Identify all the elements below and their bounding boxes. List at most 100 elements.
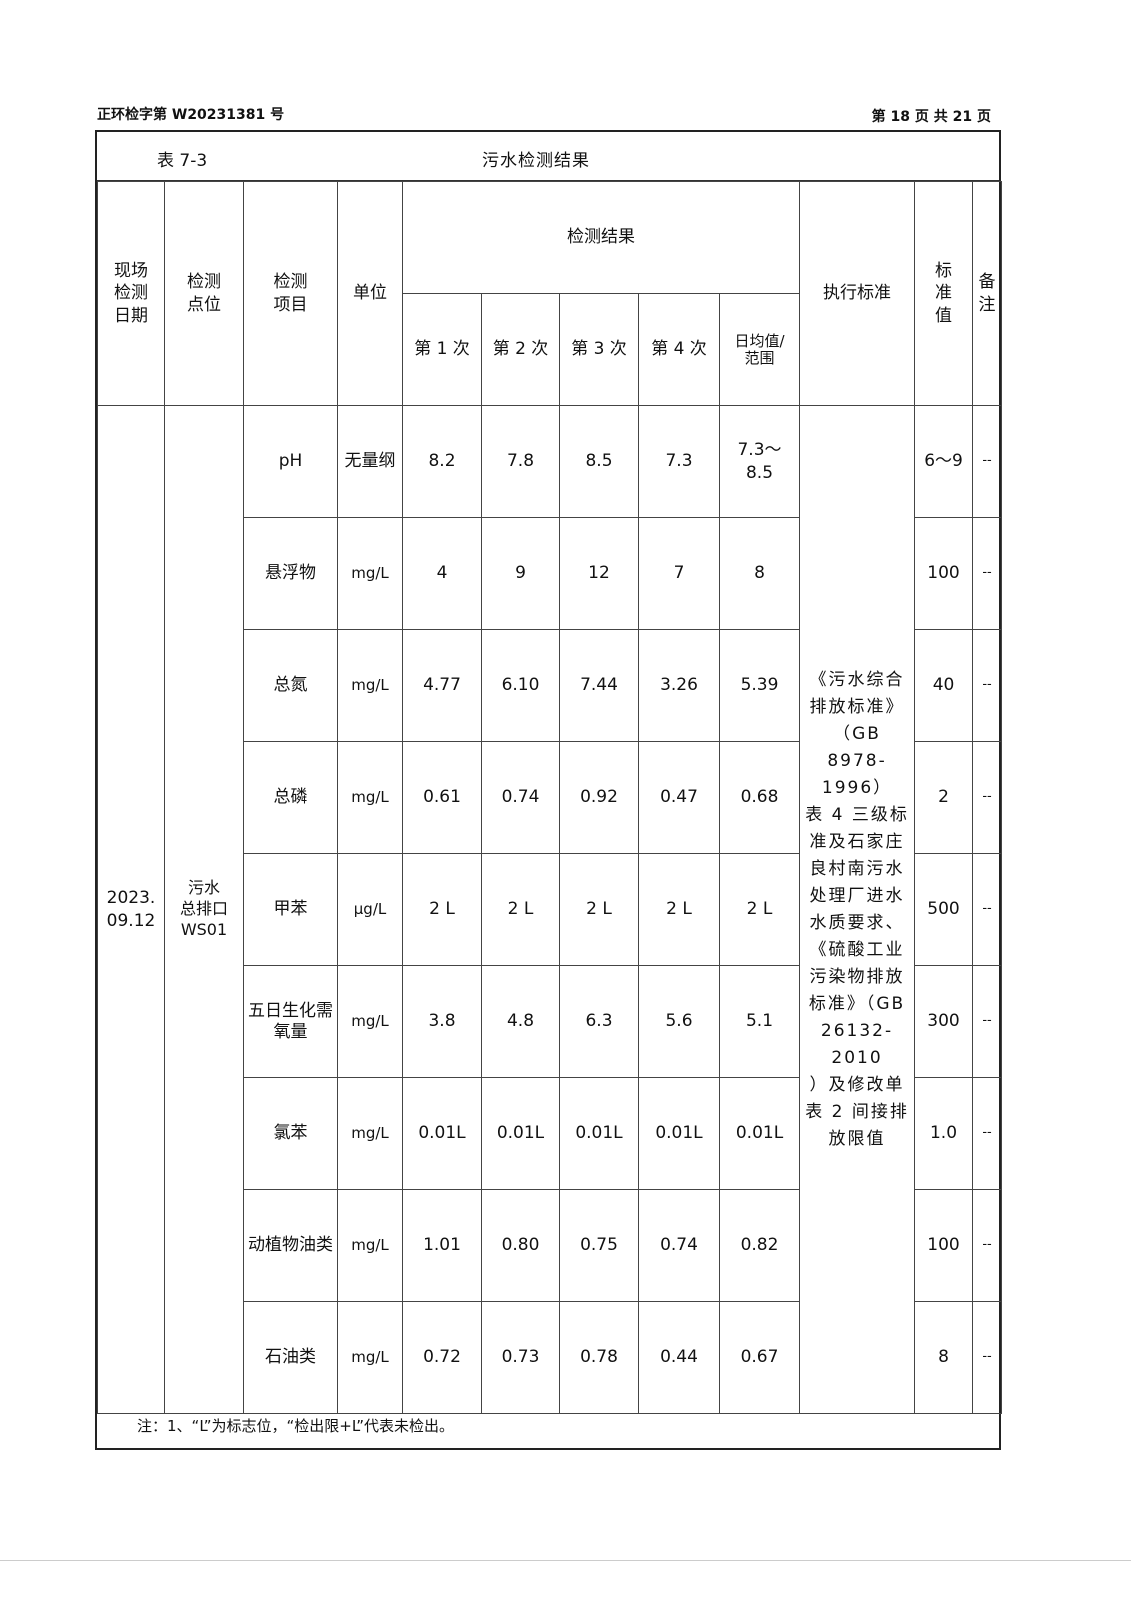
text-line: 09.12 <box>106 910 156 931</box>
cell-r2: 0.74 <box>481 741 560 854</box>
cell-remark: -- <box>972 1301 1003 1414</box>
header-unit: 单位 <box>337 181 403 406</box>
text-line: 《硫酸工业 <box>809 939 905 960</box>
cell-item: 五日生化需氧量 <box>243 965 338 1078</box>
cell-r3: 2 L <box>559 853 639 966</box>
table-row: 五日生化需氧量 mg/L 3.8 4.8 6.3 5.6 5.1 300 -- <box>98 965 1003 1078</box>
text-line: 水质要求、 <box>809 912 905 933</box>
header-run-1: 第 1 次 <box>402 293 482 406</box>
text-line: 备 <box>978 272 996 293</box>
cell-r1: 1.01 <box>402 1189 482 1302</box>
text-line: 现场 <box>114 261 148 282</box>
text-line: （GB <box>833 723 881 744</box>
cell-r4: 2 L <box>638 853 720 966</box>
cell-r4: 0.74 <box>638 1189 720 1302</box>
cell-avg: 0.67 <box>718 1301 801 1414</box>
cell-r2: 0.80 <box>481 1189 560 1302</box>
cell-r1: 0.72 <box>402 1301 482 1414</box>
header-limit: 标准值 <box>914 181 974 406</box>
cell-avg: 0.68 <box>718 741 801 854</box>
cell-item: 甲苯 <box>243 853 338 966</box>
cell-avg: 7.3～8.5 <box>718 405 801 518</box>
cell-r3: 8.5 <box>559 405 639 518</box>
text-line: 表 2 间接排 <box>805 1101 909 1122</box>
cell-limit: 500 <box>914 853 974 966</box>
cell-avg: 0.01L <box>718 1077 801 1190</box>
cell-limit: 6～9 <box>914 405 974 518</box>
cell-r4: 7.3 <box>638 405 720 518</box>
cell-avg: 0.82 <box>718 1189 801 1302</box>
text-line: 26132-2010 <box>820 1020 894 1068</box>
cell-r1: 3.8 <box>402 965 482 1078</box>
cell-r2: 9 <box>481 517 560 630</box>
text-line: WS01 <box>180 919 228 939</box>
cell-r4: 3.26 <box>638 629 720 742</box>
cell-avg: 8 <box>718 517 801 630</box>
cell-r4: 7 <box>638 517 720 630</box>
text-line: 标准》（GB <box>808 993 906 1014</box>
table-row: 总磷 mg/L 0.61 0.74 0.92 0.47 0.68 2 -- <box>98 741 1003 854</box>
cell-item: 总氮 <box>243 629 338 742</box>
cell-r3: 0.92 <box>559 741 639 854</box>
header-run-4: 第 4 次 <box>638 293 720 406</box>
text-line: 排放标准》 <box>809 696 905 717</box>
table-title: 污水检测结果 <box>482 151 590 171</box>
table-row: 氯苯 mg/L 0.01L 0.01L 0.01L 0.01L 0.01L 1.0 -- <box>98 1077 1003 1190</box>
cell-r2: 2 L <box>481 853 560 966</box>
cell-unit: mg/L <box>337 1189 403 1302</box>
cell-r3: 12 <box>559 517 639 630</box>
cell-unit: μg/L <box>337 853 403 966</box>
report-number: 正环检字第 W20231381 号 <box>97 107 285 123</box>
text-line: 污水 <box>187 878 220 898</box>
header-results: 检测结果 <box>401 181 801 294</box>
header-run-3: 第 3 次 <box>559 293 639 406</box>
cell-remark: -- <box>972 629 1003 742</box>
text-line: 污染物排放 <box>809 966 905 987</box>
cell-item: 悬浮物 <box>243 517 338 630</box>
cell-item: pH <box>243 405 338 518</box>
cell-r1: 2 L <box>402 853 482 966</box>
cell-r3: 6.3 <box>559 965 639 1078</box>
text-line: 检测 <box>114 283 148 304</box>
cell-r2: 0.01L <box>481 1077 560 1190</box>
cell-unit: mg/L <box>337 1077 403 1190</box>
cell-unit: mg/L <box>337 1301 403 1414</box>
cell-remark: -- <box>972 1189 1003 1302</box>
results-table: 现场 检测 日期 检测 点位 检测 项目 单位 检测结果 执行标准 标准值 备注 第 1… <box>97 181 1003 1414</box>
cell-date: 2023. 09.12 <box>97 405 165 1414</box>
page-info: 第 18 页 共 21 页 <box>871 109 991 125</box>
text-line: 日均值/ <box>734 332 785 350</box>
header-item: 检测 项目 <box>243 181 338 406</box>
cell-unit: mg/L <box>337 741 403 854</box>
cell-remark: -- <box>972 517 1003 630</box>
header-date: 现场 检测 日期 <box>97 181 165 406</box>
cell-unit: mg/L <box>337 629 403 742</box>
text-line: 检测 <box>187 272 221 293</box>
cell-remark: -- <box>972 741 1003 854</box>
header-remark: 备注 <box>972 181 1003 406</box>
header-average: 日均值/范围 <box>718 293 801 406</box>
cell-remark: -- <box>972 1077 1003 1190</box>
page-edge-line <box>0 1560 1131 1561</box>
cell-r1: 0.01L <box>402 1077 482 1190</box>
text-line: 处理厂进水 <box>809 885 905 906</box>
table-row: 2023. 09.12 污水 总排口 WS01 pH 无量纲 8.2 7.8 8.5 7.3 7.3～… <box>97 405 1003 1414</box>
text-line: 准及石家庄 <box>809 831 905 852</box>
table-number: 表 7-3 <box>157 151 208 171</box>
cell-r4: 5.6 <box>638 965 720 1078</box>
cell-r1: 4.77 <box>402 629 482 742</box>
results-table-frame: 表 7-3 污水检测结果 现场 检测 日期 检测 点位 检测 项目 单位 检测结果 执行… <box>95 130 1003 1450</box>
cell-point: 污水 总排口 WS01 <box>164 405 244 1414</box>
text-line: 良村南污水 <box>809 858 905 879</box>
cell-r3: 0.01L <box>559 1077 639 1190</box>
cell-avg: 2 L <box>718 853 801 966</box>
cell-limit: 100 <box>914 1189 974 1302</box>
text-line: 点位 <box>187 294 221 315</box>
cell-unit: 无量纲 <box>337 405 403 518</box>
text-line: 2023. <box>106 888 156 909</box>
text-line: ）及修改单 <box>809 1074 905 1095</box>
cell-limit: 2 <box>914 741 974 854</box>
cell-r1: 4 <box>402 517 482 630</box>
cell-r1: 0.61 <box>402 741 482 854</box>
